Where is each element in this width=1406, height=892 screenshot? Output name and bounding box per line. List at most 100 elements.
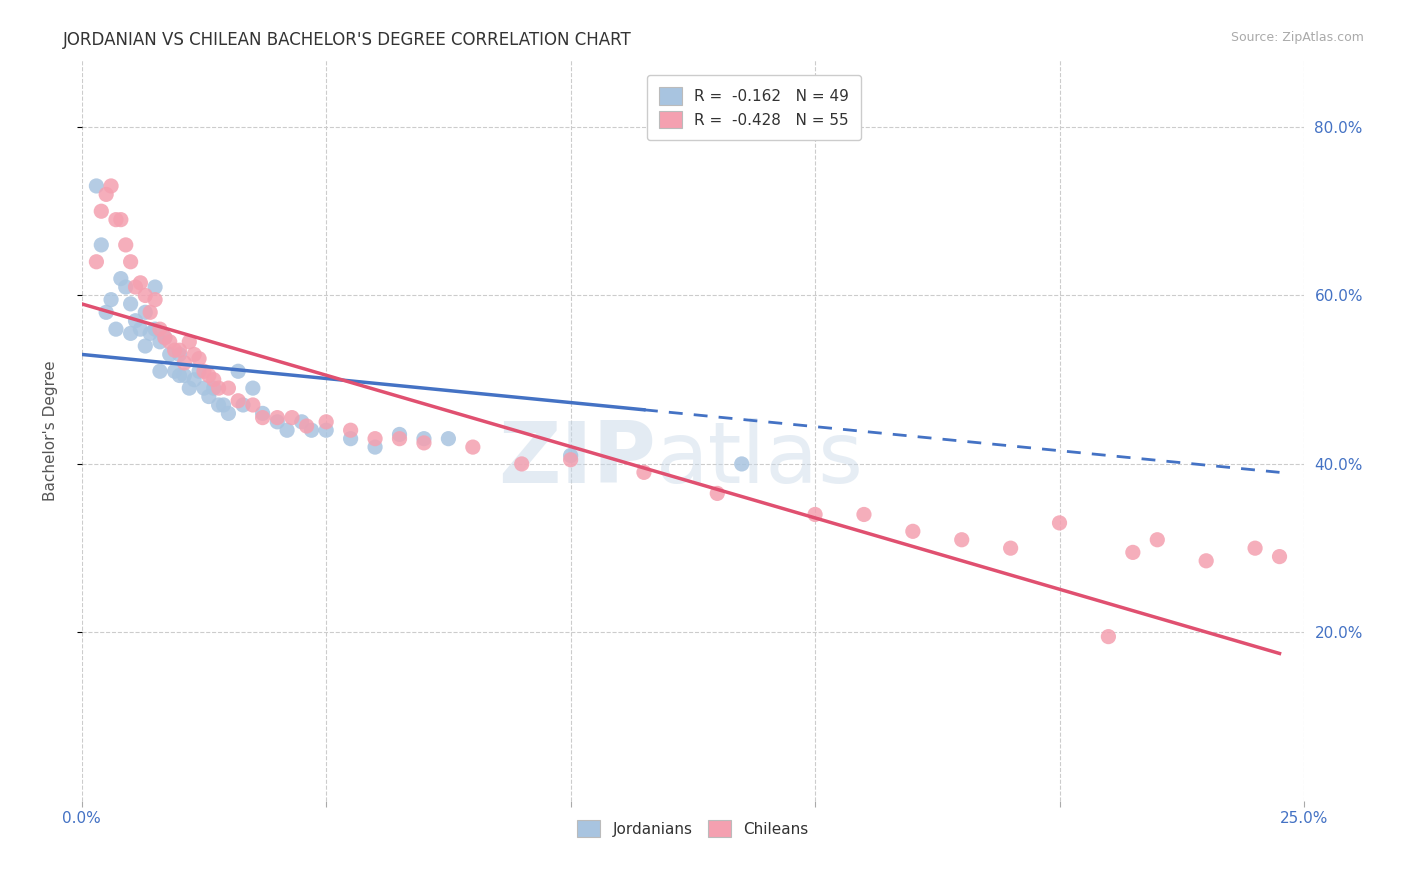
Point (86, 254, 108, 268)
Point (252, 410, 274, 425)
Point (114, 238, 136, 252)
Point (169, 368, 191, 383)
Point (633, 466, 655, 480)
Point (207, 398, 229, 412)
Point (266, 415, 288, 429)
Point (183, 347, 205, 361)
Point (901, 524, 924, 539)
Point (110, 271, 132, 285)
Legend: Jordanians, Chileans: Jordanians, Chileans (569, 813, 815, 845)
Point (120, 254, 142, 268)
Point (266, 410, 288, 425)
Point (149, 322, 172, 336)
Point (134, 339, 156, 353)
Point (183, 373, 205, 387)
Point (124, 280, 146, 294)
Point (104, 322, 127, 336)
Text: JORDANIAN VS CHILEAN BACHELOR'S DEGREE CORRELATION CHART: JORDANIAN VS CHILEAN BACHELOR'S DEGREE C… (63, 31, 633, 49)
Point (159, 347, 181, 361)
Point (153, 330, 176, 344)
Point (232, 398, 254, 412)
Point (295, 419, 318, 434)
Point (413, 435, 436, 450)
Point (100, 178, 122, 193)
Point (173, 368, 195, 383)
Point (143, 280, 166, 294)
Point (110, 212, 132, 227)
Point (217, 381, 239, 395)
Point (226, 393, 249, 408)
Point (163, 343, 186, 358)
Point (339, 423, 361, 437)
Point (120, 297, 142, 311)
Point (315, 423, 337, 437)
Point (852, 508, 875, 522)
Point (169, 347, 191, 361)
Point (388, 427, 411, 442)
Point (301, 423, 323, 437)
Point (149, 334, 172, 349)
Point (315, 415, 337, 429)
Point (193, 381, 215, 395)
Point (129, 276, 152, 290)
Point (413, 432, 436, 446)
Point (1195, 554, 1218, 568)
Point (179, 334, 201, 349)
Point (1000, 541, 1022, 556)
Point (252, 406, 274, 420)
Point (202, 373, 225, 387)
Point (124, 314, 146, 328)
Point (212, 398, 235, 412)
Point (1122, 545, 1144, 559)
Text: ZIP: ZIP (499, 418, 657, 501)
Point (461, 440, 484, 454)
Point (1049, 516, 1071, 530)
Point (281, 410, 304, 425)
Point (198, 390, 221, 404)
Point (173, 356, 195, 370)
Point (242, 398, 264, 412)
Point (242, 381, 264, 395)
Point (1244, 541, 1267, 556)
Point (96, 305, 118, 319)
Point (1146, 533, 1168, 547)
Point (193, 364, 215, 378)
Point (149, 364, 172, 378)
Point (731, 457, 754, 471)
Point (159, 334, 181, 349)
Point (276, 423, 298, 437)
Point (143, 322, 166, 336)
Point (364, 440, 387, 454)
Point (129, 322, 152, 336)
Point (1097, 630, 1119, 644)
Point (120, 326, 142, 341)
Point (388, 432, 411, 446)
Point (163, 364, 186, 378)
Point (96, 187, 118, 202)
Point (364, 432, 387, 446)
Point (100, 293, 122, 307)
Point (706, 486, 728, 500)
Point (188, 351, 211, 366)
Point (339, 432, 361, 446)
Point (207, 381, 229, 395)
Point (114, 280, 136, 294)
Point (560, 452, 582, 467)
Point (179, 381, 201, 395)
Point (804, 508, 827, 522)
Point (139, 305, 162, 319)
Point (143, 293, 166, 307)
Point (510, 457, 533, 471)
Point (950, 533, 973, 547)
Point (188, 364, 211, 378)
Point (86, 178, 108, 193)
Point (139, 326, 162, 341)
Point (198, 368, 221, 383)
Point (169, 343, 191, 358)
Text: Source: ZipAtlas.com: Source: ZipAtlas.com (1230, 31, 1364, 45)
Point (437, 432, 460, 446)
Y-axis label: Bachelor's Degree: Bachelor's Degree (44, 360, 58, 500)
Point (226, 364, 249, 378)
Point (153, 330, 176, 344)
Point (90, 204, 112, 219)
